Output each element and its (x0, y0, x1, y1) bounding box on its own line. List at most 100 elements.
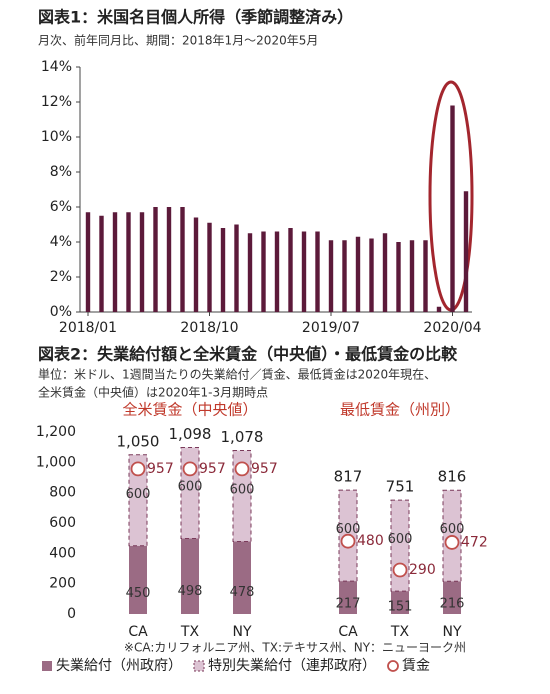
y-tick-label: 600 (49, 515, 76, 531)
legend-swatch (193, 660, 205, 672)
bar-segment (233, 541, 251, 614)
x-tick-label: 2018/01 (59, 320, 117, 336)
segment-label: 600 (440, 522, 465, 537)
legend-label: 失業給付（州政府） (56, 658, 182, 674)
x-tick-label: CA (128, 624, 148, 640)
bar (274, 231, 280, 312)
bar-segment (391, 591, 409, 614)
wage-label: 290 (409, 562, 436, 578)
bar-segment (339, 581, 357, 614)
wage-label: 480 (357, 533, 384, 549)
wage-label: 957 (251, 461, 278, 477)
bar (355, 236, 361, 312)
segment-label: 151 (388, 600, 413, 615)
bar (328, 240, 334, 312)
total-label: 1,078 (221, 428, 264, 446)
bar-segment (181, 538, 199, 614)
total-label: 751 (386, 478, 415, 496)
bar-segment (443, 581, 461, 614)
y-tick-label: 4% (50, 234, 72, 250)
segment-label: 600 (336, 522, 361, 537)
bar (85, 212, 91, 312)
wage-marker (130, 461, 146, 477)
y-tick-label: 0% (50, 304, 72, 320)
y-tick-label: 400 (49, 545, 76, 561)
segment-label: 600 (126, 487, 151, 502)
segment-label: 217 (336, 597, 361, 612)
wage-marker (444, 535, 460, 550)
note: ※CA:カリフォルニア州、TX:テキサス州、NY：ニューヨーク州 (124, 641, 466, 655)
chart-subtitle: 月次、前年同月比、期間：2018年1月～2020年5月 (38, 33, 318, 48)
y-tick-label: 1,000 (36, 454, 76, 470)
segment-label: 450 (126, 586, 151, 601)
y-tick-label: 200 (49, 576, 76, 592)
segment-label: 600 (230, 483, 255, 498)
bar (369, 238, 374, 312)
total-label: 816 (438, 468, 467, 486)
x-tick-label: 2018/10 (180, 320, 238, 336)
segment-label: 600 (178, 479, 203, 494)
x-tick-label: CA (338, 624, 358, 640)
chart-title: 図表1：米国名目個人所得（季節調整済み） (38, 8, 353, 27)
y-tick-label: 2% (50, 269, 72, 285)
wage-label: 957 (199, 461, 226, 477)
bar (166, 207, 172, 312)
segment-label: 478 (230, 585, 255, 600)
bar (247, 233, 253, 312)
legend-swatch (42, 661, 52, 671)
x-tick-label: 2020/04 (423, 320, 481, 336)
wage-marker (392, 562, 408, 578)
group-label: 全米賃金（中央値） (122, 401, 257, 419)
x-tick-label: 2019/07 (302, 320, 360, 336)
segment-label: 216 (440, 597, 465, 612)
bar (126, 212, 131, 312)
y-tick-label: 8% (50, 164, 72, 180)
wage-marker (234, 461, 250, 477)
bar (261, 231, 266, 312)
wage-marker (340, 533, 356, 549)
y-tick-label: 800 (49, 485, 76, 501)
bar (396, 242, 401, 312)
y-tick-label: 0 (67, 606, 76, 622)
y-tick-label: 14% (41, 59, 72, 75)
total-label: 1,098 (169, 425, 212, 443)
group-label: 最低賃金（州別） (340, 401, 460, 419)
bar (234, 224, 239, 312)
bar (207, 222, 212, 312)
bar-segment (128, 454, 148, 547)
legend-label: 賃金 (402, 658, 430, 674)
wage-label: 472 (461, 534, 488, 550)
bar (423, 240, 428, 312)
bar (382, 233, 388, 312)
total-label: 817 (334, 468, 363, 486)
y-tick-label: 10% (41, 129, 72, 145)
bar (315, 231, 320, 312)
bar (342, 240, 347, 312)
bar (436, 306, 442, 312)
chart-subtitle: 単位：米ドル、1週間当たりの失業給付／賃金、最低賃金は2020年現在、 (38, 367, 436, 382)
chart-title: 図表2：失業給付額と全米賃金（中央値）・最低賃金の比較 (38, 345, 458, 364)
bar (99, 215, 104, 312)
bar (193, 217, 199, 312)
bar (180, 207, 185, 312)
bar (450, 105, 455, 312)
bar-segment (129, 545, 147, 614)
bar (112, 212, 118, 312)
x-tick-label: TX (390, 624, 410, 640)
x-tick-label: TX (180, 624, 200, 640)
y-tick-label: 1,200 (36, 424, 76, 440)
legend-swatch (387, 660, 399, 672)
y-tick-label: 12% (41, 94, 72, 110)
bar (463, 191, 469, 312)
bar (139, 212, 145, 312)
segment-label: 600 (388, 532, 413, 547)
x-tick-label: NY (442, 624, 461, 640)
wage-label: 957 (147, 461, 174, 477)
segment-label: 498 (178, 584, 203, 599)
legend-label: 特別失業給付（連邦政府） (208, 658, 376, 674)
bar (409, 240, 415, 312)
total-label: 1,050 (117, 432, 160, 450)
bar (153, 207, 158, 312)
chart-subtitle: 全米賃金（中央値）は2020年1-3月期時点 (38, 385, 268, 400)
